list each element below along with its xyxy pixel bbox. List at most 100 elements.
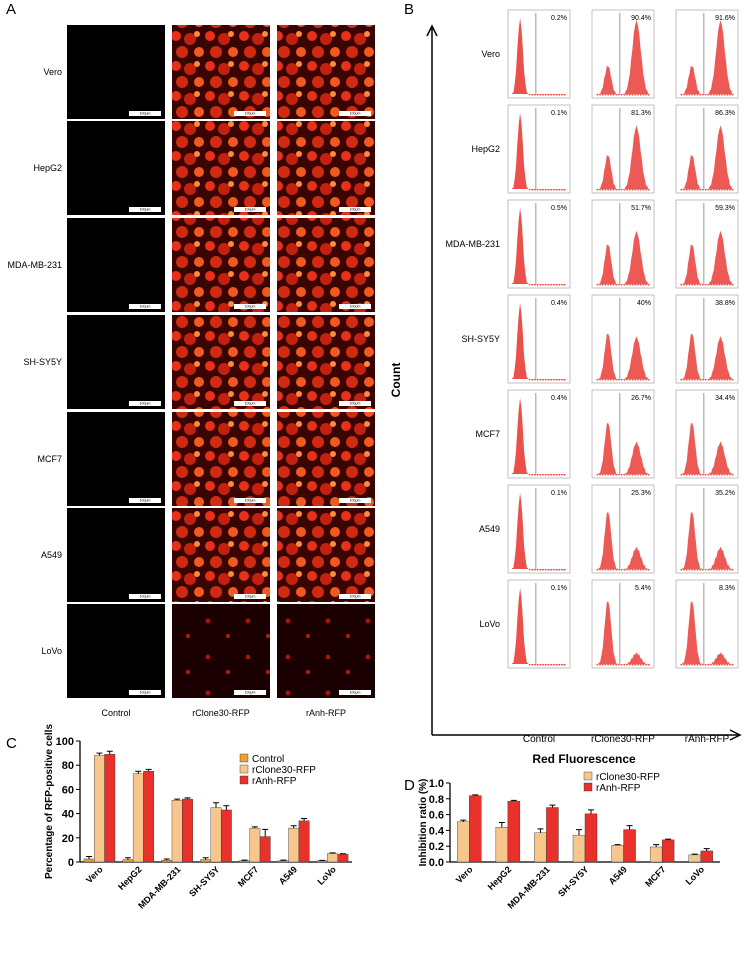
scale-bar xyxy=(129,498,161,503)
row-label: Vero xyxy=(43,67,62,77)
error-bar xyxy=(280,859,287,861)
gate-percentage: 0.1% xyxy=(551,585,567,592)
x-tick-label: LoVo xyxy=(315,864,338,887)
panel-label: B xyxy=(404,1,414,18)
micrograph xyxy=(67,508,165,602)
scale-bar xyxy=(234,498,266,503)
scale-bar-label: 100μm xyxy=(245,595,256,599)
scale-bar-label: 100μm xyxy=(140,691,151,695)
scale-bar-label: 100μm xyxy=(350,208,361,212)
scale-bar-label: 100μm xyxy=(140,305,151,309)
micrograph xyxy=(277,604,375,698)
x-tick-label: SH-SY5Y xyxy=(556,864,590,898)
row-label: MDA-MB-231 xyxy=(445,239,500,249)
row-label: Vero xyxy=(481,49,500,59)
column-label: Control xyxy=(101,708,130,718)
histogram xyxy=(680,230,734,286)
scale-bar xyxy=(234,304,266,309)
micrograph xyxy=(67,315,165,409)
column-label: rAnh-RFP xyxy=(306,708,346,718)
bar xyxy=(210,807,222,863)
error-bar xyxy=(576,829,582,836)
gate-percentage: 35.2% xyxy=(715,490,735,497)
x-tick-label: HepG2 xyxy=(116,864,144,892)
micrograph xyxy=(67,121,165,215)
x-tick-label: MCF7 xyxy=(643,864,667,888)
panel-label: C xyxy=(6,735,17,752)
error-bar xyxy=(460,819,467,822)
error-bar xyxy=(329,852,336,854)
legend-label: Control xyxy=(252,754,284,765)
arrow-head xyxy=(729,729,742,741)
error-bar xyxy=(223,805,230,810)
error-bar xyxy=(213,802,219,808)
scale-bar-label: 100μm xyxy=(245,208,256,212)
scale-bar-label: 100μm xyxy=(350,112,361,116)
histogram xyxy=(512,18,566,96)
error-bar xyxy=(163,858,170,861)
gate-percentage: 0.2% xyxy=(551,15,567,22)
histogram-frame xyxy=(591,294,655,384)
column-label: Control xyxy=(523,734,555,745)
error-bar xyxy=(106,750,113,755)
scale-bar xyxy=(129,111,161,116)
row-label: SH-SY5Y xyxy=(23,357,62,367)
gate-percentage: 8.3% xyxy=(719,585,735,592)
gate-percentage: 81.3% xyxy=(631,110,651,117)
bar xyxy=(534,832,547,863)
gate-percentage: 0.5% xyxy=(551,205,567,212)
histogram-frame xyxy=(591,199,655,289)
gate-percentage: 91.6% xyxy=(715,15,735,22)
legend-label: rClone30-RFP xyxy=(252,765,316,776)
micrograph xyxy=(172,25,270,119)
y-tick-label: 20 xyxy=(62,833,74,845)
histogram xyxy=(512,208,566,286)
row-label: SH-SY5Y xyxy=(461,334,500,344)
scale-bar xyxy=(129,207,161,212)
bar xyxy=(546,807,559,863)
error-bar xyxy=(510,799,517,802)
y-tick-label: 60 xyxy=(62,784,74,796)
scale-bar xyxy=(339,594,371,599)
error-bar xyxy=(537,828,544,833)
gate-percentage: 26.7% xyxy=(631,395,651,402)
error-bar xyxy=(691,853,698,855)
x-tick-label: A549 xyxy=(277,864,299,886)
scale-bar-label: 100μm xyxy=(140,499,151,503)
legend-swatch xyxy=(239,753,249,763)
micrograph xyxy=(172,412,270,506)
histogram xyxy=(512,113,566,191)
micrograph xyxy=(277,218,375,312)
bar xyxy=(611,845,624,863)
bar xyxy=(661,839,675,863)
scale-bar xyxy=(339,498,371,503)
bar xyxy=(249,827,261,863)
x-tick-label: MCF7 xyxy=(236,864,260,888)
scale-bar-label: 100μm xyxy=(140,208,151,212)
histogram xyxy=(512,493,566,571)
x-tick-label: SH-SY5Y xyxy=(187,864,221,898)
gate-percentage: 0.1% xyxy=(551,490,567,497)
scale-bar-label: 100μm xyxy=(245,112,256,116)
scale-bar-label: 100μm xyxy=(140,112,151,116)
histogram-frame xyxy=(675,389,739,479)
scale-bar-label: 100μm xyxy=(350,499,361,503)
scale-bar-label: 100μm xyxy=(140,595,151,599)
scale-bar-label: 100μm xyxy=(245,691,256,695)
bar xyxy=(259,836,271,863)
error-bar xyxy=(626,825,633,830)
scale-bar-label: 100μm xyxy=(140,402,151,406)
scale-bar xyxy=(339,690,371,695)
histogram-frame xyxy=(675,484,739,574)
y-axis-title: Inhibition ratio (%) xyxy=(418,779,429,867)
micrograph xyxy=(277,412,375,506)
histogram xyxy=(512,398,566,476)
micrograph xyxy=(172,604,270,698)
error-bar xyxy=(262,828,269,837)
scale-bar xyxy=(129,304,161,309)
row-label: HepG2 xyxy=(33,163,62,173)
micrograph xyxy=(67,25,165,119)
scale-bar xyxy=(234,111,266,116)
bar xyxy=(94,755,105,863)
